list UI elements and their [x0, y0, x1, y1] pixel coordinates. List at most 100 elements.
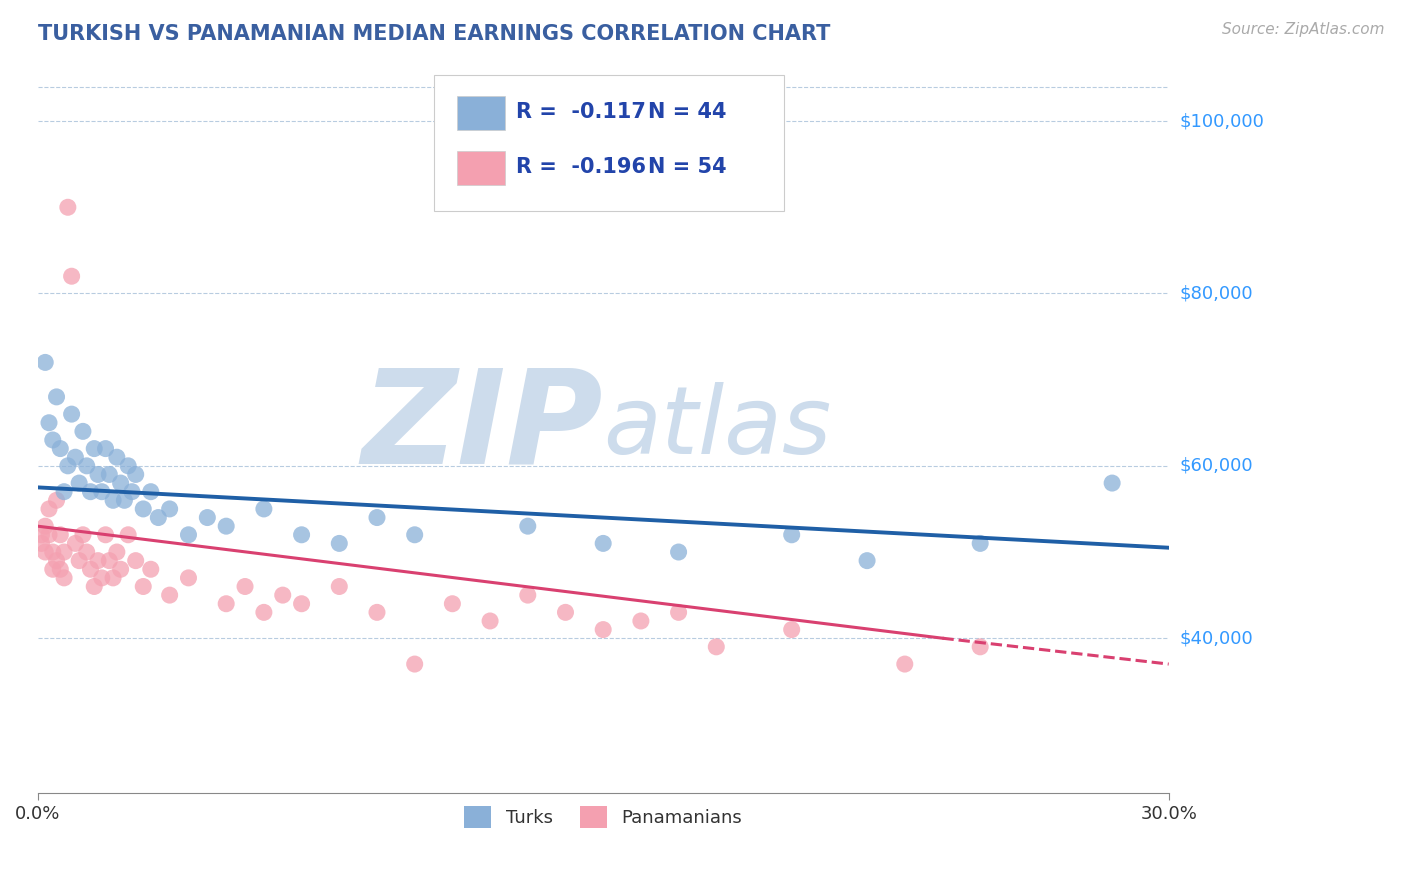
Legend: Turks, Panamanians: Turks, Panamanians — [457, 799, 749, 836]
Point — [83, 580, 105, 594]
Point — [195, 510, 218, 524]
Point — [630, 614, 652, 628]
Point — [177, 528, 200, 542]
Point — [121, 484, 143, 499]
Point — [159, 588, 181, 602]
Point — [592, 536, 614, 550]
Text: ZIP: ZIP — [361, 364, 603, 491]
Point — [291, 528, 314, 542]
Point — [404, 657, 426, 671]
Point — [67, 554, 90, 568]
Point — [233, 580, 256, 594]
Point — [79, 562, 101, 576]
Point — [56, 200, 79, 214]
Point — [45, 390, 67, 404]
Point — [53, 545, 76, 559]
Text: R =  -0.196: R = -0.196 — [516, 157, 647, 177]
Point — [34, 355, 56, 369]
Point — [271, 588, 294, 602]
Point — [328, 580, 350, 594]
Point — [65, 536, 87, 550]
Point — [76, 545, 98, 559]
Point — [125, 467, 148, 482]
Point — [704, 640, 727, 654]
FancyBboxPatch shape — [457, 151, 505, 185]
Text: R =  -0.117: R = -0.117 — [516, 102, 645, 122]
Point — [45, 493, 67, 508]
Point — [215, 519, 238, 533]
Text: $100,000: $100,000 — [1180, 112, 1265, 130]
Text: Source: ZipAtlas.com: Source: ZipAtlas.com — [1222, 22, 1385, 37]
Point — [60, 269, 83, 284]
Point — [159, 502, 181, 516]
Point — [49, 528, 72, 542]
Point — [34, 545, 56, 559]
Point — [49, 442, 72, 456]
Point — [780, 528, 803, 542]
Point — [856, 554, 879, 568]
Point — [969, 640, 991, 654]
Point — [132, 580, 155, 594]
Point — [98, 467, 121, 482]
Point — [42, 545, 65, 559]
Point — [441, 597, 464, 611]
Point — [253, 502, 276, 516]
Point — [117, 458, 139, 473]
Point — [30, 536, 52, 550]
Point — [56, 458, 79, 473]
Text: N = 44: N = 44 — [648, 102, 727, 122]
Point — [328, 536, 350, 550]
Point — [112, 493, 135, 508]
Point — [87, 467, 110, 482]
Point — [90, 571, 112, 585]
Point — [105, 450, 128, 465]
Point — [67, 476, 90, 491]
Point — [98, 554, 121, 568]
Text: N = 54: N = 54 — [648, 157, 727, 177]
Point — [592, 623, 614, 637]
Point — [139, 562, 162, 576]
Point — [177, 571, 200, 585]
Point — [105, 545, 128, 559]
Text: $60,000: $60,000 — [1180, 457, 1254, 475]
Point — [79, 484, 101, 499]
Point — [42, 562, 65, 576]
Point — [780, 623, 803, 637]
Point — [101, 571, 124, 585]
Point — [668, 605, 690, 619]
Point — [894, 657, 917, 671]
Point — [101, 493, 124, 508]
Point — [404, 528, 426, 542]
Point — [110, 476, 132, 491]
Point — [94, 442, 117, 456]
Point — [42, 433, 65, 447]
Point — [132, 502, 155, 516]
Point — [38, 416, 60, 430]
Point — [38, 502, 60, 516]
Point — [366, 605, 388, 619]
Point — [125, 554, 148, 568]
Point — [117, 528, 139, 542]
Point — [668, 545, 690, 559]
Point — [148, 510, 170, 524]
Point — [516, 519, 538, 533]
Point — [1101, 476, 1123, 491]
Point — [90, 484, 112, 499]
Point — [45, 554, 67, 568]
Text: $40,000: $40,000 — [1180, 629, 1254, 648]
Point — [72, 528, 94, 542]
FancyBboxPatch shape — [457, 96, 505, 129]
Point — [60, 407, 83, 421]
Point — [969, 536, 991, 550]
Point — [253, 605, 276, 619]
Point — [76, 458, 98, 473]
Point — [53, 484, 76, 499]
Point — [83, 442, 105, 456]
Point — [110, 562, 132, 576]
Point — [94, 528, 117, 542]
Point — [72, 425, 94, 439]
Text: atlas: atlas — [603, 382, 831, 473]
Point — [139, 484, 162, 499]
Point — [215, 597, 238, 611]
Text: TURKISH VS PANAMANIAN MEDIAN EARNINGS CORRELATION CHART: TURKISH VS PANAMANIAN MEDIAN EARNINGS CO… — [38, 24, 830, 44]
